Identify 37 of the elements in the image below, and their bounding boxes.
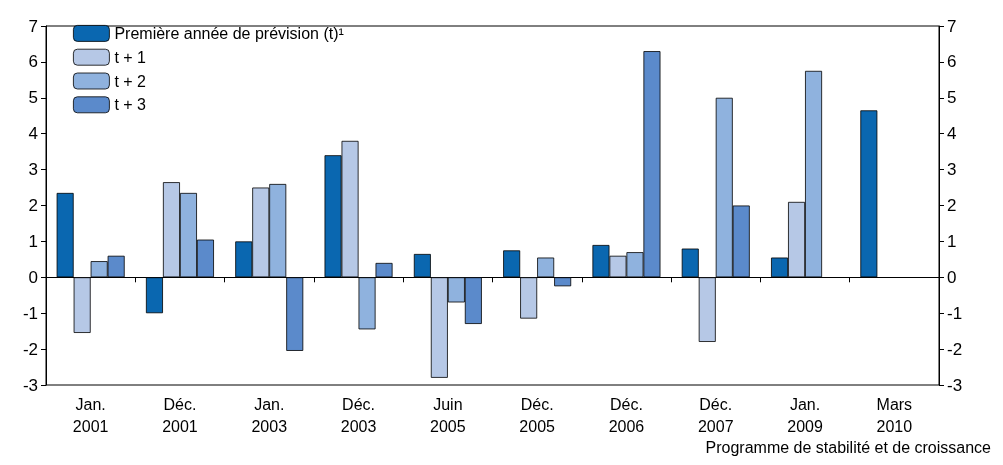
x-tick-label: Déc. 2005 bbox=[519, 395, 556, 435]
legend-label: t + 3 bbox=[114, 96, 147, 114]
y2-tick-label: 2 bbox=[947, 196, 957, 215]
x-tick-label: Jan. 2001 bbox=[72, 395, 109, 435]
y2-tick-label: 4 bbox=[947, 124, 957, 144]
y-tick-label: 7 bbox=[28, 16, 38, 36]
y2-tick-label: 3 bbox=[947, 160, 957, 180]
y2-tick-label: 5 bbox=[947, 88, 957, 108]
x-tick-label: Juin 2005 bbox=[430, 395, 466, 435]
y-tick-label: 2 bbox=[28, 196, 38, 215]
y-tick-label: -2 bbox=[22, 339, 38, 359]
x-tick-label: Jan. 2003 bbox=[251, 395, 288, 435]
y-tick-label: -3 bbox=[22, 375, 38, 395]
y2-tick-label: -2 bbox=[947, 339, 963, 359]
y2-tick-label: 6 bbox=[947, 52, 957, 72]
x-tick-label: Déc. 2001 bbox=[162, 395, 198, 435]
y2-tick-label: 0 bbox=[947, 267, 957, 287]
text: Programme de stabilité et de croissance bbox=[705, 438, 992, 456]
y-tick-label: 4 bbox=[28, 124, 38, 144]
y2-tick-label: -1 bbox=[947, 303, 963, 323]
y-tick-label: 0 bbox=[28, 267, 38, 287]
y-tick-label: 3 bbox=[28, 160, 38, 180]
y2-tick-label: 1 bbox=[947, 231, 957, 251]
y-tick-label: 1 bbox=[28, 231, 38, 251]
legend-label: Première année de prévision (t)¹ bbox=[114, 24, 344, 42]
x-tick-label: Jan. 2009 bbox=[787, 395, 823, 435]
y-tick-label: 5 bbox=[28, 88, 38, 108]
x-tick-label: Déc. 2006 bbox=[608, 395, 645, 435]
legend-label: t + 2 bbox=[114, 72, 147, 90]
y-tick-label: 6 bbox=[28, 52, 38, 72]
x-tick-label: Déc. 2007 bbox=[697, 395, 734, 435]
y-tick-label: -1 bbox=[22, 303, 38, 323]
y2-tick-label: -3 bbox=[947, 375, 963, 395]
x-tick-label: Mars 2010 bbox=[876, 395, 913, 435]
y2-tick-label: 7 bbox=[947, 16, 957, 36]
legend-label: t + 1 bbox=[114, 48, 147, 66]
x-tick-label: Déc. 2003 bbox=[340, 395, 377, 435]
